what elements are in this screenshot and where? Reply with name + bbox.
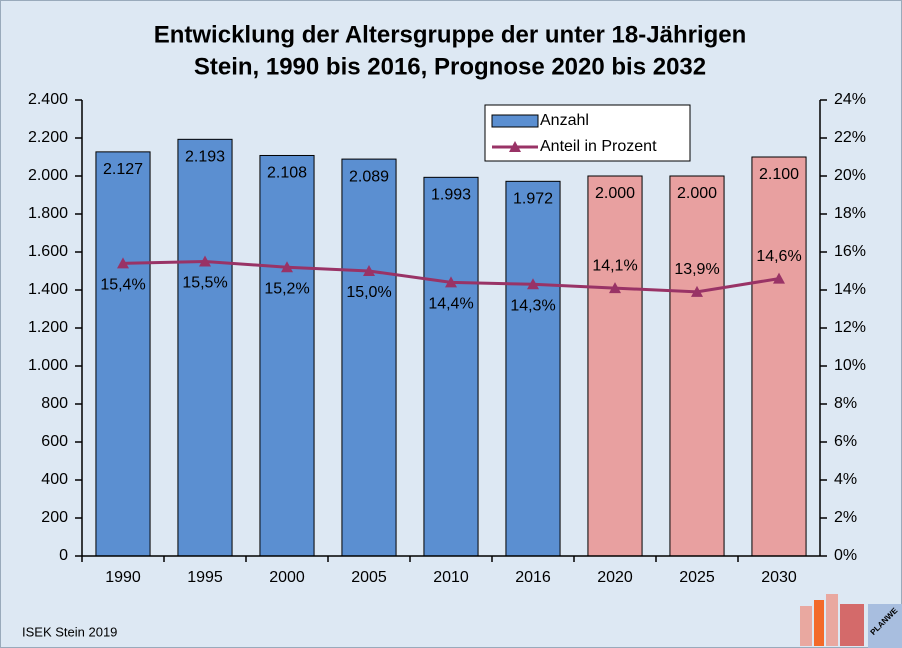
x-tick-label: 1990 [105,569,141,586]
line-marker [281,261,293,273]
y-tick-label: 2.000 [28,167,68,184]
y2-tick-label: 10% [834,357,866,374]
line-marker [117,257,129,269]
legend-label: Anteil in Prozent [540,138,657,155]
y2-tick-label: 2% [834,509,857,526]
line-value-label: 15,4% [100,277,145,294]
bar [259,154,315,557]
line-value-label: 15,2% [264,280,309,297]
line-marker [445,276,457,288]
y-tick-label: 1.400 [28,281,68,298]
x-tick-label: 2020 [597,569,633,586]
bar [177,138,233,557]
bar-value-label: 2.000 [595,185,635,202]
y2-tick-label: 14% [834,281,866,298]
y-tick-label: 1.600 [28,243,68,260]
bar [341,158,397,557]
y-tick-label: 400 [41,471,68,488]
logo-block [826,594,838,646]
line-value-label: 14,3% [510,298,555,315]
line-marker [691,285,703,297]
logo-block [868,604,902,648]
bar-value-label: 2.193 [185,149,225,166]
line-value-label: 14,4% [428,296,473,313]
bar [669,175,725,557]
x-tick-label: 2005 [351,569,387,586]
y-tick-label: 800 [41,395,68,412]
y-tick-label: 1.000 [28,357,68,374]
y2-tick-label: 24% [834,91,866,108]
bar-value-label: 2.100 [759,166,799,183]
y-tick-label: 600 [41,433,68,450]
legend: Anzahl Anteil in Prozent [484,104,691,162]
line-value-label: 14,6% [756,248,801,265]
y-tick-label: 1.800 [28,205,68,222]
bar-value-label: 1.993 [431,187,471,204]
legend-marker [509,141,521,152]
line-marker [363,265,375,276]
y2-tick-label: 8% [834,395,857,412]
y-tick-label: 200 [41,509,68,526]
logo-block [840,604,864,646]
x-tick-label: 2000 [269,569,305,586]
y2-tick-label: 20% [834,167,866,184]
line-value-label: 15,5% [182,275,227,292]
bar [751,156,807,557]
footer: ISEK Stein 2019 [22,624,117,639]
bar-value-label: 2.000 [677,185,717,202]
y2-tick-label: 22% [834,129,866,146]
y-tick-label: 0 [59,547,68,564]
chart-subtitle: Stein, 1990 bis 2016, Prognose 2020 bis … [194,53,706,80]
y-tick-label: 2.400 [28,91,68,108]
chart-title: Entwicklung der Altersgruppe der unter 1… [154,21,747,48]
y2-tick-label: 12% [834,319,866,336]
line-value-label: 15,0% [346,284,391,301]
line-value-label: 13,9% [674,261,719,278]
bar [587,175,643,557]
y2-tick-label: 18% [834,205,866,222]
logo-block [814,600,824,646]
bar-value-label: 2.108 [267,165,307,182]
x-tick-label: 1995 [187,569,223,586]
line-value-label: 14,1% [592,257,637,274]
legend-swatch [491,114,539,128]
y2-tick-label: 0% [834,547,857,564]
logo: PLANWE [800,594,902,648]
y2-tick-label: 6% [834,433,857,450]
bar [505,180,561,557]
bar-value-label: 1.972 [513,191,553,208]
line-marker [773,272,785,284]
line-marker [199,255,211,267]
bar [423,176,479,557]
x-tick-label: 2030 [761,569,797,586]
y2-tick-label: 4% [834,471,857,488]
bar [95,151,151,557]
x-tick-label: 2010 [433,569,469,586]
logo-block [800,606,812,646]
line-marker [527,278,539,290]
y-tick-label: 1.200 [28,319,68,336]
bar-value-label: 2.089 [349,168,389,185]
bar-value-label: 2.127 [103,161,143,178]
y-tick-label: 2.200 [28,129,68,146]
x-tick-label: 2025 [679,569,715,586]
legend-label: Anzahl [540,112,589,129]
y2-tick-label: 16% [834,243,866,260]
x-tick-label: 2016 [515,569,551,586]
line-marker [609,282,621,294]
